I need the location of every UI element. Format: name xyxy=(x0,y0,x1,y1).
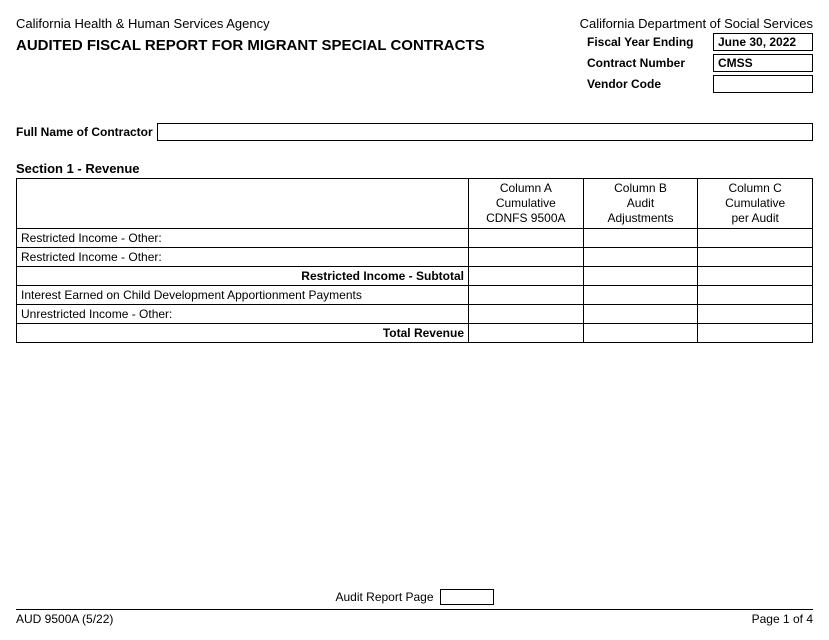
contractor-row: Full Name of Contractor xyxy=(16,123,813,141)
row-val-a[interactable] xyxy=(469,286,584,305)
title-row: AUDITED FISCAL REPORT FOR MIGRANT SPECIA… xyxy=(16,33,813,93)
audit-page-label: Audit Report Page xyxy=(335,590,433,604)
meta-row-vendor-code: Vendor Code xyxy=(587,75,813,93)
revenue-tbody: Restricted Income - Other: Restricted In… xyxy=(17,229,813,343)
contract-number-input[interactable]: CMSS xyxy=(713,54,813,72)
row-val-c[interactable] xyxy=(698,229,813,248)
row-val-a[interactable] xyxy=(469,229,584,248)
col-a-line2: Cumulative xyxy=(496,196,556,210)
row-label: Restricted Income - Other: xyxy=(17,229,469,248)
row-label: Restricted Income - Other: xyxy=(17,248,469,267)
header-col-c: Column C Cumulative per Audit xyxy=(698,179,813,229)
col-c-line3: per Audit xyxy=(731,211,778,225)
table-row: Total Revenue xyxy=(17,324,813,343)
row-val-c[interactable] xyxy=(698,324,813,343)
col-b-line3: Adjustments xyxy=(607,211,673,225)
table-header-row: Column A Cumulative CDNFS 9500A Column B… xyxy=(17,179,813,229)
row-val-c[interactable] xyxy=(698,305,813,324)
table-row: Restricted Income - Other: xyxy=(17,229,813,248)
audit-page-input[interactable] xyxy=(440,589,494,605)
row-val-a[interactable] xyxy=(469,248,584,267)
fiscal-year-label: Fiscal Year Ending xyxy=(587,35,707,49)
meta-block: Fiscal Year Ending June 30, 2022 Contrac… xyxy=(587,33,813,93)
row-val-b[interactable] xyxy=(583,229,698,248)
row-val-c[interactable] xyxy=(698,286,813,305)
contract-number-label: Contract Number xyxy=(587,56,707,70)
col-c-line2: Cumulative xyxy=(725,196,785,210)
section1-heading: Section 1 - Revenue xyxy=(16,161,813,176)
row-val-b[interactable] xyxy=(583,305,698,324)
row-val-a[interactable] xyxy=(469,267,584,286)
audit-page-row: Audit Report Page xyxy=(16,589,813,605)
form-id: AUD 9500A (5/22) xyxy=(16,612,113,626)
row-val-b[interactable] xyxy=(583,248,698,267)
row-label-total: Total Revenue xyxy=(17,324,469,343)
contractor-input[interactable] xyxy=(157,123,813,141)
report-title: AUDITED FISCAL REPORT FOR MIGRANT SPECIA… xyxy=(16,37,485,54)
row-val-b[interactable] xyxy=(583,286,698,305)
vendor-code-label: Vendor Code xyxy=(587,77,707,91)
header-empty xyxy=(17,179,469,229)
revenue-table: Column A Cumulative CDNFS 9500A Column B… xyxy=(16,178,813,343)
table-row: Interest Earned on Child Development App… xyxy=(17,286,813,305)
row-label: Interest Earned on Child Development App… xyxy=(17,286,469,305)
col-b-line1: Column B xyxy=(614,181,667,195)
col-c-line1: Column C xyxy=(728,181,781,195)
footer: Audit Report Page AUD 9500A (5/22) Page … xyxy=(16,589,813,626)
header-row: California Health & Human Services Agenc… xyxy=(16,16,813,31)
row-val-b[interactable] xyxy=(583,324,698,343)
vendor-code-input[interactable] xyxy=(713,75,813,93)
col-b-line2: Audit xyxy=(627,196,654,210)
row-label-subtotal: Restricted Income - Subtotal xyxy=(17,267,469,286)
meta-row-contract-number: Contract Number CMSS xyxy=(587,54,813,72)
meta-row-fiscal-year: Fiscal Year Ending June 30, 2022 xyxy=(587,33,813,51)
table-row: Restricted Income - Other: xyxy=(17,248,813,267)
row-val-c[interactable] xyxy=(698,248,813,267)
header-col-a: Column A Cumulative CDNFS 9500A xyxy=(469,179,584,229)
agency-left: California Health & Human Services Agenc… xyxy=(16,16,270,31)
fiscal-year-input[interactable]: June 30, 2022 xyxy=(713,33,813,51)
row-val-c[interactable] xyxy=(698,267,813,286)
col-a-line1: Column A xyxy=(500,181,552,195)
page-number: Page 1 of 4 xyxy=(752,612,813,626)
agency-right: California Department of Social Services xyxy=(580,16,813,31)
footer-line: AUD 9500A (5/22) Page 1 of 4 xyxy=(16,609,813,626)
table-row: Unrestricted Income - Other: xyxy=(17,305,813,324)
row-label: Unrestricted Income - Other: xyxy=(17,305,469,324)
contractor-label: Full Name of Contractor xyxy=(16,125,153,139)
row-val-b[interactable] xyxy=(583,267,698,286)
header-col-b: Column B Audit Adjustments xyxy=(583,179,698,229)
row-val-a[interactable] xyxy=(469,324,584,343)
row-val-a[interactable] xyxy=(469,305,584,324)
col-a-line3: CDNFS 9500A xyxy=(486,211,565,225)
table-row: Restricted Income - Subtotal xyxy=(17,267,813,286)
